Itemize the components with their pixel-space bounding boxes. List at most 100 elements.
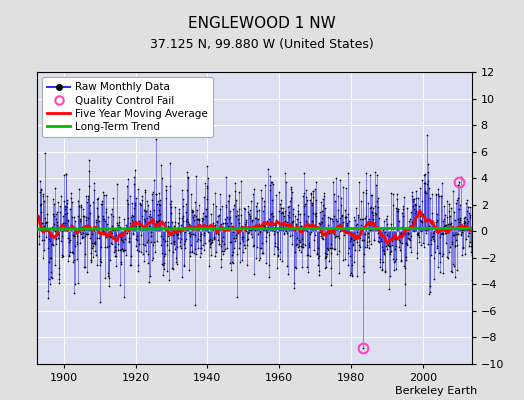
Point (438, 180, 446, 186)
Point (105, 283, 113, 290)
Point (253, 200, 261, 207)
Point (411, 208, 420, 214)
Point (341, 207, 350, 213)
Point (141, 248, 150, 255)
Point (366, 205, 374, 211)
Point (176, 238, 184, 245)
Point (305, 242, 313, 248)
Point (445, 200, 454, 207)
Point (468, 246, 476, 252)
Point (431, 225, 440, 231)
Point (53, 199, 62, 205)
Point (151, 136, 160, 142)
Point (298, 236, 307, 242)
Point (454, 195, 462, 201)
Point (54, 235, 62, 242)
Point (35, 232, 43, 239)
Point (44, 287, 52, 294)
Point (156, 210, 165, 217)
Point (86, 250, 95, 256)
Point (78, 224, 86, 230)
Point (66, 237, 74, 243)
Point (212, 249, 220, 255)
Point (40, 198, 48, 204)
Point (382, 216, 390, 222)
Point (370, 223, 378, 229)
Point (278, 257, 286, 264)
Point (48, 242, 57, 248)
Point (205, 244, 214, 250)
Point (84, 193, 93, 200)
Point (47, 269, 56, 275)
Point (370, 237, 378, 243)
Point (165, 224, 173, 230)
Point (340, 227, 348, 233)
Point (214, 231, 223, 238)
Point (356, 244, 364, 250)
Point (195, 202, 203, 208)
Point (55, 276, 63, 282)
Point (96, 259, 105, 265)
Point (206, 223, 215, 229)
Point (58, 254, 66, 260)
Point (270, 243, 279, 250)
Point (69, 259, 77, 265)
Point (117, 260, 126, 267)
Point (117, 245, 126, 252)
Point (140, 215, 148, 222)
Point (205, 238, 213, 244)
Point (443, 224, 452, 230)
Point (274, 246, 282, 252)
Point (402, 240, 410, 246)
Point (208, 236, 216, 243)
Point (168, 219, 177, 225)
Point (425, 291, 433, 297)
Point (458, 227, 466, 233)
Point (270, 222, 279, 228)
Point (385, 243, 394, 250)
Point (375, 215, 383, 221)
Point (353, 272, 362, 279)
Point (129, 231, 138, 238)
Point (113, 225, 122, 232)
Point (444, 221, 452, 227)
Point (392, 208, 401, 214)
Point (107, 241, 116, 247)
Point (134, 268, 142, 274)
Point (69, 232, 78, 239)
Point (93, 262, 102, 268)
Point (224, 222, 233, 229)
Point (359, 262, 368, 269)
Point (289, 280, 298, 286)
Point (84, 196, 92, 202)
Point (311, 232, 319, 239)
Point (337, 194, 345, 201)
Point (283, 263, 291, 269)
Point (235, 245, 243, 252)
Point (199, 216, 207, 222)
Point (413, 194, 422, 201)
Point (238, 226, 247, 232)
Point (250, 186, 259, 193)
Point (359, 251, 368, 258)
Point (259, 226, 267, 232)
Point (126, 193, 134, 200)
Point (141, 218, 149, 224)
Point (77, 204, 85, 210)
Point (329, 179, 337, 185)
Point (428, 234, 436, 240)
Point (405, 236, 413, 242)
Point (213, 228, 222, 234)
Point (149, 242, 157, 248)
Point (405, 224, 413, 231)
Point (136, 232, 145, 238)
Point (269, 181, 278, 187)
Point (408, 189, 417, 195)
Point (277, 205, 285, 211)
Point (321, 265, 329, 271)
Point (456, 230, 465, 237)
Point (296, 211, 304, 218)
Point (155, 206, 163, 213)
Point (107, 211, 115, 218)
Point (203, 185, 211, 191)
